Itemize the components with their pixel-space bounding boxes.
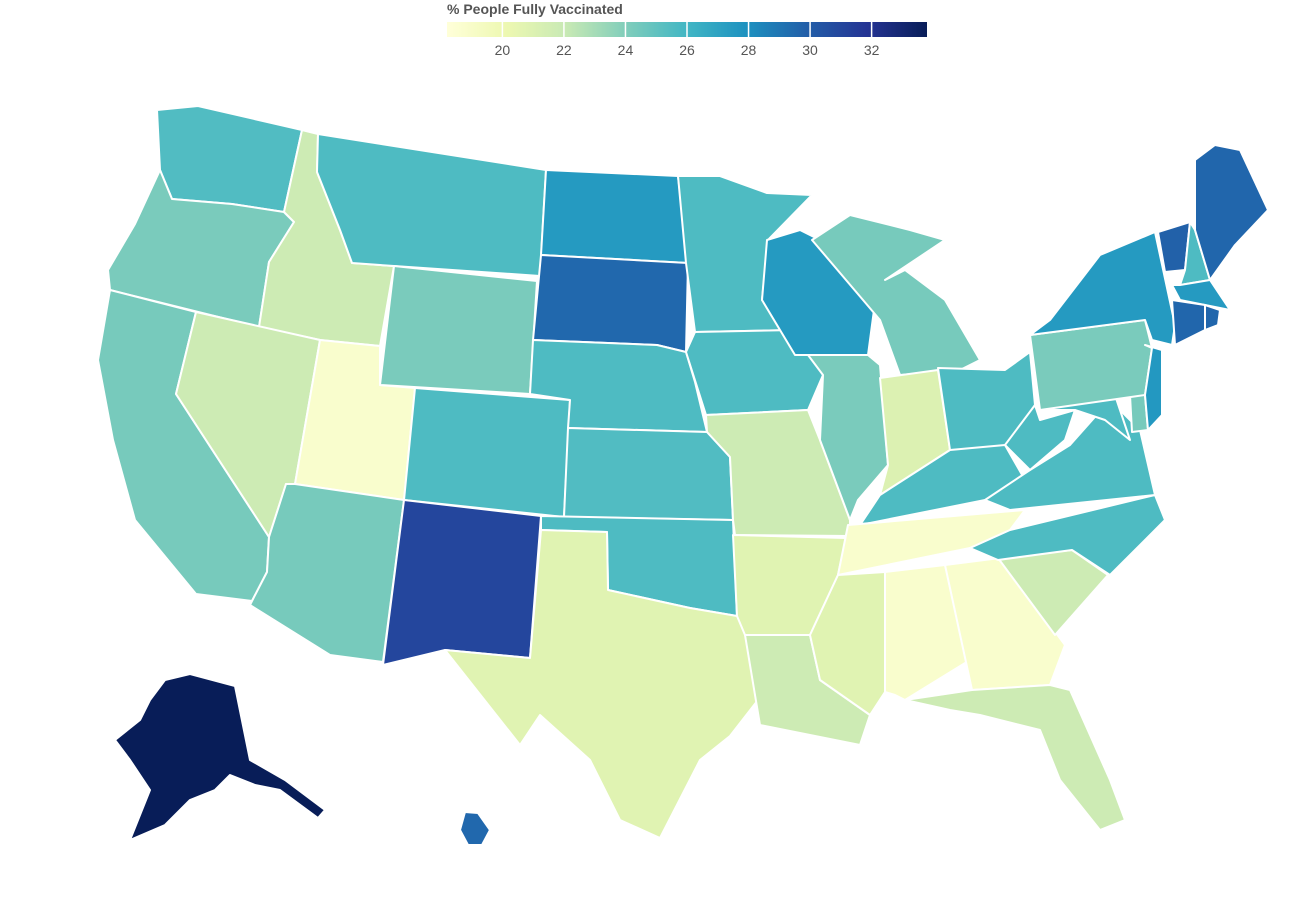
state-HI[interactable] (459, 811, 491, 846)
colorbar-tick-label: 32 (863, 42, 880, 58)
state-ME[interactable] (1194, 144, 1269, 281)
state-MT[interactable] (316, 133, 547, 277)
colorbar-ticks: 20 22 24 26 28 30 32 (447, 42, 927, 62)
colorbar-tick-label: 30 (802, 42, 818, 58)
state-CO[interactable] (403, 387, 571, 518)
state-AK[interactable] (114, 673, 326, 841)
colorbar (447, 22, 927, 37)
state-MI[interactable] (811, 214, 981, 376)
state-VA[interactable] (984, 399, 1156, 511)
state-NJ[interactable] (1144, 344, 1163, 431)
state-NC[interactable] (969, 494, 1166, 576)
colorbar-tick-label: 28 (740, 42, 757, 58)
state-CT[interactable] (1171, 299, 1206, 346)
state-GA[interactable] (944, 557, 1066, 691)
colorbar-tick-label: 22 (556, 42, 572, 58)
legend: % People Fully Vaccinated 20 22 24 26 28 30 32 (447, 0, 927, 70)
state-WA[interactable] (156, 105, 303, 213)
state-WY[interactable] (379, 265, 538, 395)
state-MA[interactable] (1171, 279, 1231, 311)
colorbar-tick-label: 26 (679, 42, 695, 58)
legend-title: % People Fully Vaccinated (447, 1, 623, 17)
state-SD[interactable] (532, 254, 689, 353)
state-IL[interactable] (807, 354, 889, 521)
colorbar-tick-label: 24 (617, 42, 634, 58)
state-MO[interactable] (705, 409, 851, 537)
colorbar-tick-label: 20 (494, 42, 511, 58)
state-ND[interactable] (540, 169, 689, 264)
state-TX[interactable] (444, 529, 759, 839)
state-NM[interactable] (382, 499, 542, 666)
state-FL[interactable] (904, 684, 1126, 831)
state-KS[interactable] (563, 427, 734, 521)
state-RI[interactable] (1204, 304, 1221, 331)
